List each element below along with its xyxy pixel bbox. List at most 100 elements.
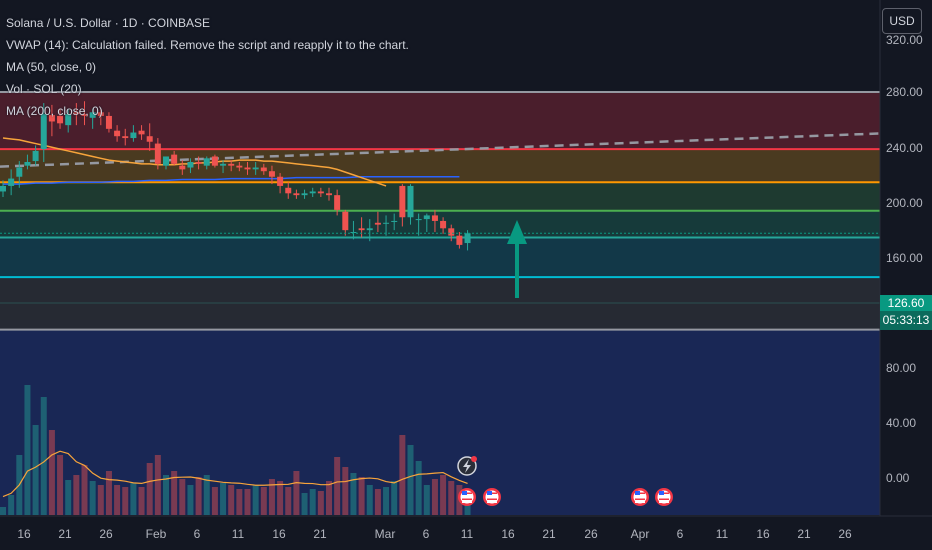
candle-body[interactable]	[81, 114, 88, 116]
volume-bar	[97, 485, 104, 515]
candle-body[interactable]	[40, 114, 47, 150]
candle-body[interactable]	[268, 171, 275, 177]
candle-body[interactable]	[440, 220, 447, 229]
candle-body[interactable]	[195, 161, 202, 164]
price-tick-label: 80.00	[886, 361, 916, 375]
volume-bar	[154, 455, 161, 515]
candle-body[interactable]	[89, 112, 96, 118]
candle-body[interactable]	[334, 195, 341, 210]
candle-body[interactable]	[0, 185, 6, 192]
candle-body[interactable]	[65, 114, 72, 126]
candle-body[interactable]	[244, 167, 251, 170]
zone-rect-0	[0, 92, 880, 150]
time-tick-label: 16	[501, 527, 515, 541]
symbol-title[interactable]: Solana / U.S. Dollar · 1D · COINBASE	[6, 16, 211, 30]
candle-body[interactable]	[122, 136, 129, 139]
volume-bar	[89, 481, 96, 515]
candle-body[interactable]	[309, 191, 316, 194]
volume-bar	[268, 479, 275, 515]
candle-body[interactable]	[163, 156, 169, 166]
candle-body[interactable]	[97, 112, 104, 116]
time-axis[interactable]	[0, 516, 932, 550]
candle-body[interactable]	[179, 165, 186, 170]
volume-bar	[448, 481, 455, 515]
candle-body[interactable]	[16, 167, 23, 177]
candle-body[interactable]	[228, 163, 235, 166]
candle-body[interactable]	[342, 211, 349, 231]
candle-body[interactable]	[374, 222, 381, 225]
candle-body[interactable]	[383, 222, 390, 224]
candle-body[interactable]	[423, 215, 430, 220]
candle-body[interactable]	[130, 132, 137, 139]
candle-body[interactable]	[154, 143, 161, 164]
candle-body[interactable]	[114, 130, 121, 137]
candle-body[interactable]	[146, 136, 153, 142]
candle-body[interactable]	[203, 158, 210, 166]
economic-event-flag-icon[interactable]	[458, 488, 476, 506]
volume-bar	[179, 479, 186, 515]
price-tick-label: 0.00	[886, 471, 910, 485]
candle-body[interactable]	[431, 215, 438, 221]
volume-indicator-label[interactable]: Vol · SOL (20)	[6, 82, 82, 96]
time-tick-label: Feb	[146, 527, 167, 541]
candle-body[interactable]	[285, 187, 292, 194]
volume-bar	[0, 507, 6, 515]
candle-body[interactable]	[187, 161, 194, 168]
ma50-line[interactable]	[2, 137, 387, 187]
up-arrow-head[interactable]	[507, 220, 527, 244]
vwap-indicator-label[interactable]: VWAP (14): Calculation failed. Remove th…	[6, 38, 409, 52]
volume-bar	[431, 479, 438, 515]
volume-bar	[81, 465, 88, 515]
economic-event-flag-icon[interactable]	[655, 488, 673, 506]
ma50-indicator-label[interactable]: MA (50, close, 0)	[6, 60, 97, 74]
candle-body[interactable]	[399, 185, 406, 218]
candle-body[interactable]	[260, 167, 267, 172]
candle-body[interactable]	[407, 185, 414, 218]
candle-body[interactable]	[350, 231, 357, 233]
volume-bar	[40, 397, 47, 515]
volume-bar	[342, 467, 349, 515]
economic-event-flag-icon[interactable]	[631, 488, 649, 506]
currency-button[interactable]: USD	[882, 8, 922, 34]
candle-body[interactable]	[171, 154, 178, 164]
time-tick-label: Apr	[631, 527, 650, 541]
volume-bar	[326, 481, 332, 515]
price-axis[interactable]	[880, 0, 932, 516]
candle-body[interactable]	[366, 228, 373, 231]
volume-bar	[277, 481, 284, 515]
candle-body[interactable]	[358, 228, 365, 231]
candle-body[interactable]	[48, 115, 55, 122]
candle-body[interactable]	[448, 228, 455, 236]
volume-bar	[187, 485, 194, 515]
ma200-indicator-label[interactable]: MA (200, close, 0)	[6, 104, 103, 118]
candle-body[interactable]	[57, 115, 64, 124]
candle-body[interactable]	[277, 176, 284, 186]
candle-body[interactable]	[456, 235, 463, 245]
candle-body[interactable]	[138, 130, 145, 135]
candle-body[interactable]	[464, 233, 471, 244]
volume-bar	[423, 485, 430, 515]
candle-body[interactable]	[252, 167, 259, 170]
candle-body[interactable]	[220, 163, 227, 166]
economic-event-flag-icon[interactable]	[483, 488, 501, 506]
trend-line[interactable]	[0, 132, 881, 168]
candle-body[interactable]	[211, 156, 218, 166]
candle-body[interactable]	[24, 161, 31, 166]
time-tick-label: 11	[716, 527, 729, 541]
candle-body[interactable]	[105, 115, 112, 129]
candle-body[interactable]	[236, 165, 243, 168]
candle-body[interactable]	[8, 178, 15, 186]
lightning-event-icon[interactable]	[457, 456, 477, 476]
volume-bar	[440, 475, 447, 515]
candle-body[interactable]	[293, 193, 300, 196]
candle-body[interactable]	[326, 193, 332, 196]
candle-body[interactable]	[415, 219, 422, 221]
volume-bar	[57, 455, 64, 515]
candle-body[interactable]	[391, 220, 398, 222]
candle-body[interactable]	[73, 112, 80, 115]
candle-body[interactable]	[301, 193, 308, 196]
candle-body[interactable]	[32, 150, 39, 162]
candle-body[interactable]	[317, 191, 324, 194]
ma200-line[interactable]	[3, 175, 460, 185]
